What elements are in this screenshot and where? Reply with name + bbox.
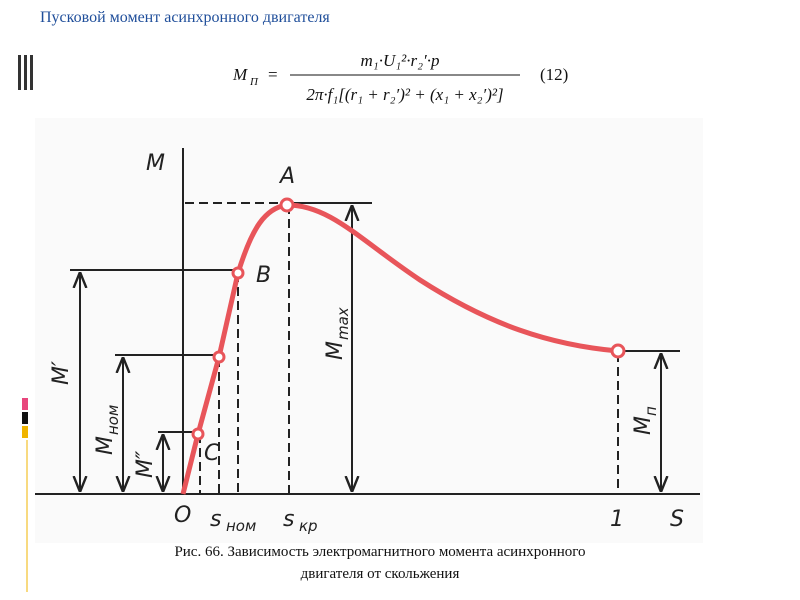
formula-lhs: M [232, 65, 248, 84]
diagram: M A B C O s ном s кр 1 S M′ M ном M″ M m… [35, 148, 700, 535]
label: ном [104, 405, 122, 435]
label: s [210, 507, 221, 532]
torque-curve [180, 202, 619, 495]
label: п [642, 406, 660, 416]
label: S [670, 507, 684, 532]
caption: двигателя от скольжения [301, 566, 460, 582]
formula-equals: = [268, 65, 278, 84]
title: Пусковой момент асинхронного двигателя [40, 9, 330, 26]
label: B [256, 263, 271, 288]
decoration [18, 55, 703, 592]
label: 1 [610, 507, 624, 532]
label: max [334, 307, 352, 340]
formula-numerator: m₁·U₁²·r₂′·p [361, 51, 440, 70]
formula-lhs-sub: П [249, 76, 259, 88]
formula-denominator: 2π·f₁[(r₁ + r₂′)² + (x₁ + x₂′)²] [306, 85, 503, 104]
formula-number: (12) [540, 65, 568, 84]
label: M [93, 436, 118, 455]
label: s [283, 507, 294, 532]
caption: Рис. 66. Зависимость электромагнитного м… [174, 544, 585, 560]
label: A [278, 164, 295, 189]
label: C [204, 441, 220, 466]
label: M″ [133, 450, 158, 478]
label: M [146, 151, 165, 176]
label: M [631, 416, 656, 435]
label: кр [299, 517, 318, 535]
label: ном [226, 517, 256, 535]
label: M [323, 341, 348, 360]
formula: M П = m₁·U₁²·r₂′·p 2π·f₁[(r₁ + r₂′)² + (… [232, 51, 568, 104]
label: M′ [49, 361, 74, 385]
label: O [174, 503, 191, 528]
